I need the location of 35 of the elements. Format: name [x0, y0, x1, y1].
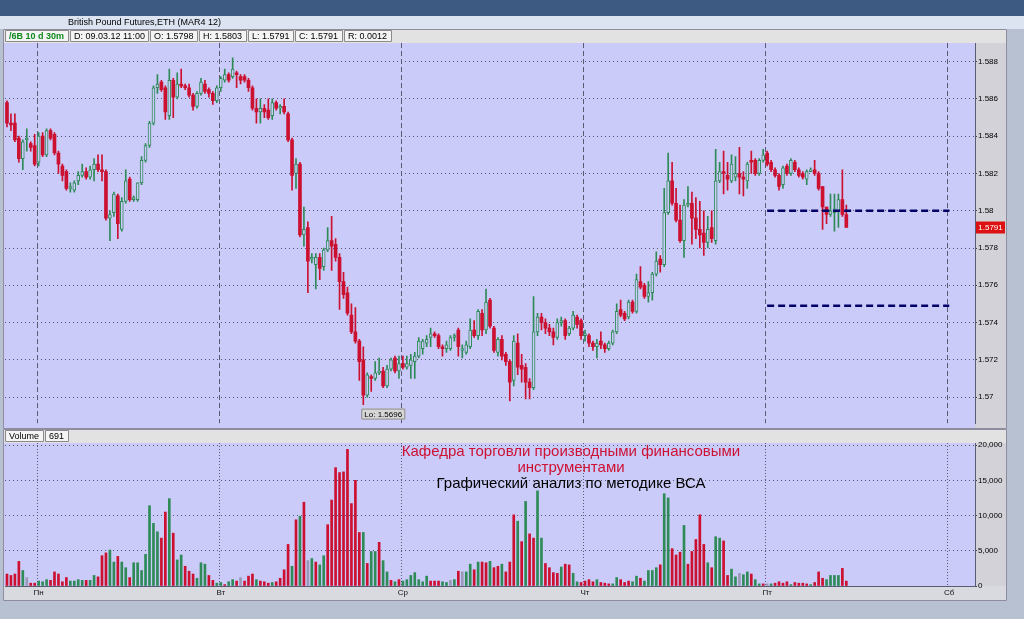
- annotation: Кафедра торговли производными финансовыми инструментами: [401, 442, 741, 475]
- y-tick-label: 1.588: [978, 56, 999, 66]
- text: O: 1.5798: [154, 30, 194, 41]
- x-tick-label: Сб: [944, 588, 955, 597]
- y-tick-label: 5,000: [978, 545, 999, 555]
- chart-subtitle: British Pound Futures,ETH (MAR4 12): [68, 16, 222, 27]
- text: D: 09.03.12 11:00: [74, 30, 145, 41]
- y-tick-label: 1.58: [978, 205, 995, 215]
- y-tick-label: 1.586: [978, 94, 999, 104]
- chart-title: Volume: [9, 430, 40, 441]
- x-tick-label: Пн: [33, 588, 44, 597]
- y-tick-label: 20,000: [978, 440, 1004, 450]
- text: L: 1.5791: [252, 30, 290, 41]
- annotation: Графический анализ по методике ВСА: [436, 474, 706, 491]
- x-tick-label: Ср: [397, 588, 409, 597]
- chart-subtitle: 691: [49, 430, 65, 441]
- annotation: Lo: 1.5696: [364, 409, 403, 419]
- y-tick-label: 1.578: [978, 243, 999, 253]
- chart-title: /6B 10 d 30m: [9, 30, 65, 41]
- y-tick-label: 1.582: [978, 168, 999, 178]
- y-tick-label: 1.576: [978, 280, 999, 290]
- y-tick-label: 1.57: [978, 392, 995, 402]
- y-tick-label: 15,000: [978, 475, 1004, 485]
- y-tick-label: 0: [978, 581, 983, 591]
- y-tick-label: 1.572: [978, 355, 999, 365]
- y-tick-label: 10,000: [978, 510, 1004, 520]
- y-tick-label: 1.574: [978, 317, 999, 327]
- text: C: 1.5791: [299, 30, 339, 41]
- x-tick-label: Чт: [580, 588, 590, 597]
- x-tick-label: Пт: [762, 588, 773, 597]
- annotation: 1.5791: [978, 222, 1004, 232]
- x-tick-label: Вт: [216, 588, 226, 597]
- text: R: 0.0012: [348, 30, 388, 41]
- text: H: 1.5803: [203, 30, 243, 41]
- y-tick-label: 1.584: [978, 131, 999, 141]
